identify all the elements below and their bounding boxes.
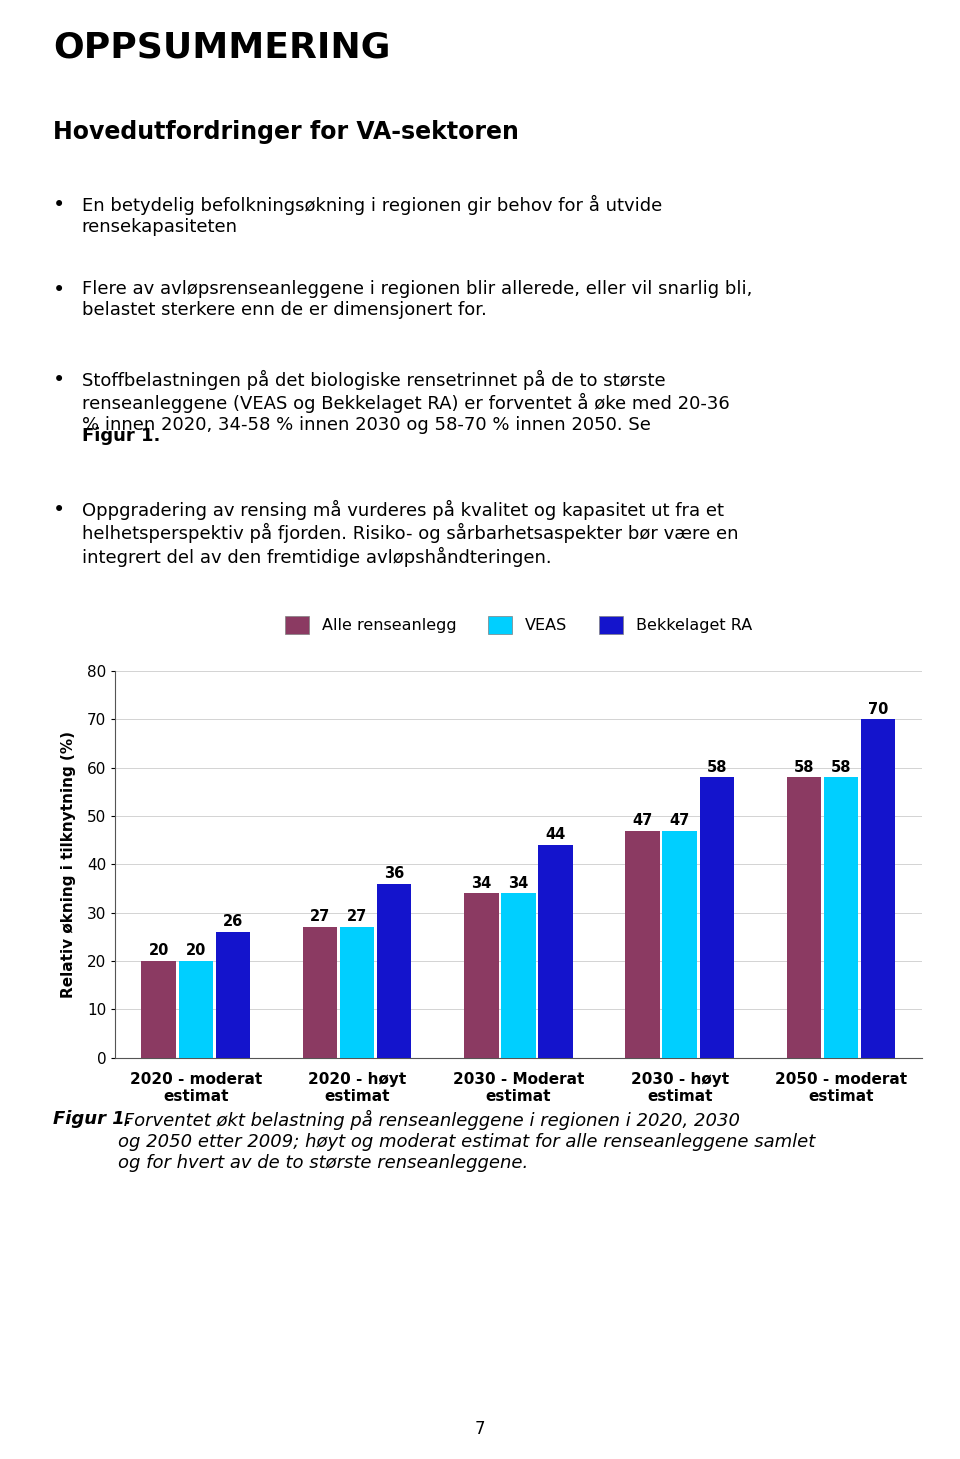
Text: 34: 34	[471, 875, 492, 890]
Text: OPPSUMMERING: OPPSUMMERING	[53, 31, 390, 64]
Text: 58: 58	[707, 760, 727, 775]
Text: 27: 27	[347, 909, 368, 925]
Bar	[141, 961, 176, 1058]
Text: Oppgradering av rensing må vurderes på kvalitet og kapasitet ut fra et
helhetspe: Oppgradering av rensing må vurderes på k…	[82, 500, 738, 566]
Bar	[377, 884, 412, 1058]
Text: 27: 27	[310, 909, 330, 925]
Text: 58: 58	[794, 760, 814, 775]
Bar	[302, 928, 337, 1058]
Text: Stoffbelastningen på det biologiske rensetrinnet på de to største
renseanleggene: Stoffbelastningen på det biologiske rens…	[82, 371, 730, 435]
Text: 34: 34	[508, 875, 529, 890]
Text: •: •	[53, 371, 65, 390]
Bar	[662, 830, 697, 1058]
Text: 7: 7	[475, 1420, 485, 1439]
Legend: Alle renseanlegg, VEAS, Bekkelaget RA: Alle renseanlegg, VEAS, Bekkelaget RA	[278, 610, 758, 641]
Text: •: •	[53, 196, 65, 214]
Text: 47: 47	[633, 813, 653, 827]
Bar	[539, 845, 573, 1058]
Text: Forventet økt belastning på renseanleggene i regionen i 2020, 2030
og 2050 etter: Forventet økt belastning på renseanlegge…	[118, 1110, 815, 1172]
Text: 26: 26	[223, 915, 243, 929]
Text: 70: 70	[868, 702, 888, 716]
Bar	[501, 893, 536, 1058]
Bar	[824, 778, 858, 1058]
Bar	[216, 932, 251, 1058]
Text: Figur 1.: Figur 1.	[53, 1110, 132, 1128]
Bar	[700, 778, 734, 1058]
Y-axis label: Relativ økning i tilknytning (%): Relativ økning i tilknytning (%)	[60, 731, 76, 998]
Text: Figur 1.: Figur 1.	[82, 427, 160, 445]
Text: 20: 20	[149, 943, 169, 959]
Text: Flere av avløpsrenseanleggene i regionen blir allerede, eller vil snarlig bli,
b: Flere av avløpsrenseanleggene i regionen…	[82, 280, 752, 320]
Text: 58: 58	[830, 760, 852, 775]
Bar	[625, 830, 660, 1058]
Bar	[179, 961, 213, 1058]
Text: 44: 44	[545, 827, 565, 842]
Text: En betydelig befolkningsøkning i regionen gir behov for å utvide
rensekapasitete: En betydelig befolkningsøkning i regione…	[82, 196, 661, 236]
Text: •: •	[53, 280, 65, 301]
Bar	[861, 719, 896, 1058]
Text: 47: 47	[669, 813, 690, 827]
Text: Hovedutfordringer for VA-sektoren: Hovedutfordringer for VA-sektoren	[53, 120, 518, 144]
Text: 20: 20	[185, 943, 206, 959]
Bar	[340, 928, 374, 1058]
Text: 36: 36	[384, 865, 404, 881]
Bar	[464, 893, 498, 1058]
Bar	[786, 778, 821, 1058]
Text: •: •	[53, 500, 65, 519]
